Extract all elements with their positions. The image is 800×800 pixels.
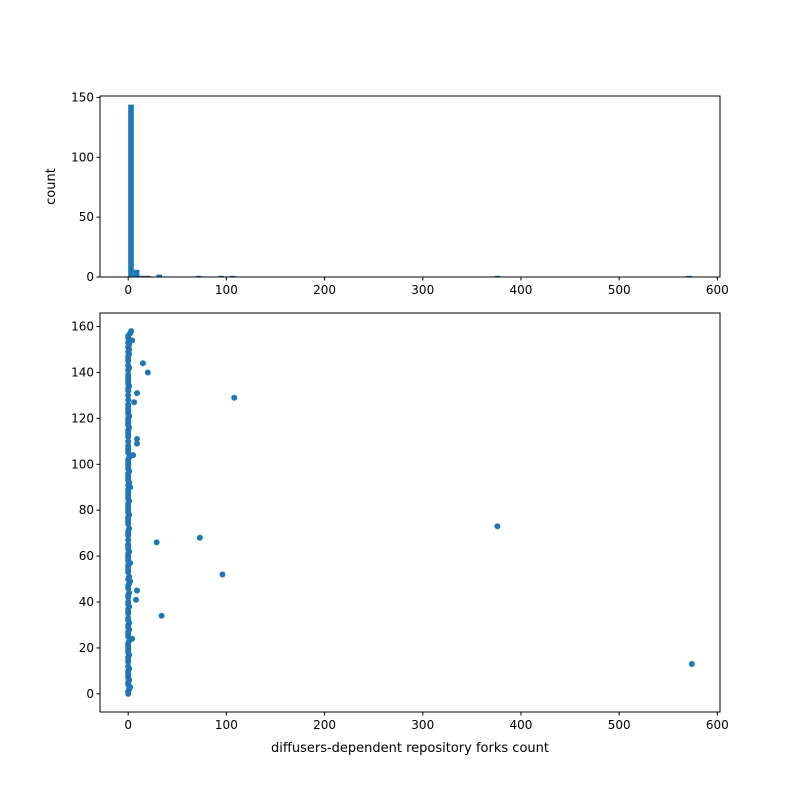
y-tick-label: 80 xyxy=(79,503,94,517)
scatter-point xyxy=(125,362,132,369)
y-axis-label: count xyxy=(44,168,59,205)
scatter-point xyxy=(144,369,151,376)
scatter-point xyxy=(134,436,141,443)
x-tick-label: 500 xyxy=(608,718,631,732)
scatter-point xyxy=(130,452,137,459)
y-tick-label: 60 xyxy=(79,549,94,563)
scatter-point xyxy=(125,442,132,449)
y-tick-label: 160 xyxy=(71,320,94,334)
x-tick-label: 300 xyxy=(411,283,434,297)
scatter-point xyxy=(125,397,132,404)
scatter-point xyxy=(126,573,133,580)
scatter-point xyxy=(219,571,226,578)
histogram-bar xyxy=(133,269,140,277)
axes-frame xyxy=(99,95,721,278)
y-tick-label: 140 xyxy=(71,365,94,379)
histogram-axes: 0 100 200 300 400 500 600 0 50 100 150 count xyxy=(44,90,729,297)
scatter-axes: 0 100 200 300 400 500 600 0 20 40 60 80 100 120 140 160… xyxy=(71,312,729,756)
histogram-bar xyxy=(229,275,236,277)
histogram-bar xyxy=(195,275,202,277)
scatter-point xyxy=(126,589,133,596)
x-tick-label: 600 xyxy=(706,718,729,732)
histogram-bar xyxy=(156,274,162,277)
x-tick-label: 400 xyxy=(510,283,533,297)
scatter-point xyxy=(153,539,160,546)
scatter-point xyxy=(125,541,132,548)
y-tick-label: 150 xyxy=(71,90,94,104)
y-tick-label: 40 xyxy=(79,595,94,609)
scatter-point xyxy=(131,399,138,406)
scatter-point xyxy=(125,438,132,445)
x-axis-label: diffusers-dependent repository forks cou… xyxy=(271,741,549,756)
scatter-point xyxy=(126,525,133,532)
x-tick-label: 200 xyxy=(313,283,336,297)
x-tick-label: 0 xyxy=(124,283,132,297)
scatter-point xyxy=(125,599,132,606)
scatter-point xyxy=(134,587,141,594)
x-tick-label: 600 xyxy=(706,283,729,297)
scatter-point xyxy=(158,612,165,619)
y-tick-label: 20 xyxy=(79,641,94,655)
scatter-point xyxy=(139,360,146,367)
x-tick-label: 0 xyxy=(124,718,132,732)
scatter-point xyxy=(133,596,140,603)
y-tick-label: 0 xyxy=(86,687,94,701)
scatter-point xyxy=(134,440,141,447)
y-tick-label: 0 xyxy=(86,270,94,284)
histogram-bar xyxy=(128,104,134,277)
scatter-point xyxy=(125,537,132,544)
scatter-point xyxy=(125,663,132,670)
scatter-point xyxy=(688,661,695,668)
y-tick-label: 100 xyxy=(71,457,94,471)
x-tick-label: 100 xyxy=(215,718,238,732)
scatter-point xyxy=(196,534,203,541)
histogram-bar xyxy=(686,275,692,277)
scatter-point xyxy=(125,401,132,408)
axes-frame xyxy=(99,312,721,713)
histogram-bar xyxy=(145,275,151,277)
x-tick-label: 500 xyxy=(608,283,631,297)
histogram-bar xyxy=(139,275,146,277)
scatter-point xyxy=(494,523,501,530)
x-tick-label: 300 xyxy=(411,718,434,732)
scatter-point xyxy=(125,371,132,378)
scatter-point xyxy=(125,615,132,622)
y-tick-label: 50 xyxy=(79,210,94,224)
x-tick-label: 200 xyxy=(313,718,336,732)
histogram-bar xyxy=(218,275,224,277)
scatter-point xyxy=(128,328,135,335)
scatter-point xyxy=(231,394,238,401)
y-tick-label: 120 xyxy=(71,411,94,425)
histogram-bar xyxy=(494,275,501,277)
scatter-point xyxy=(134,390,141,397)
scatter-point xyxy=(125,392,132,399)
x-tick-label: 400 xyxy=(510,718,533,732)
y-tick-label: 100 xyxy=(71,150,94,164)
x-tick-label: 100 xyxy=(215,283,238,297)
